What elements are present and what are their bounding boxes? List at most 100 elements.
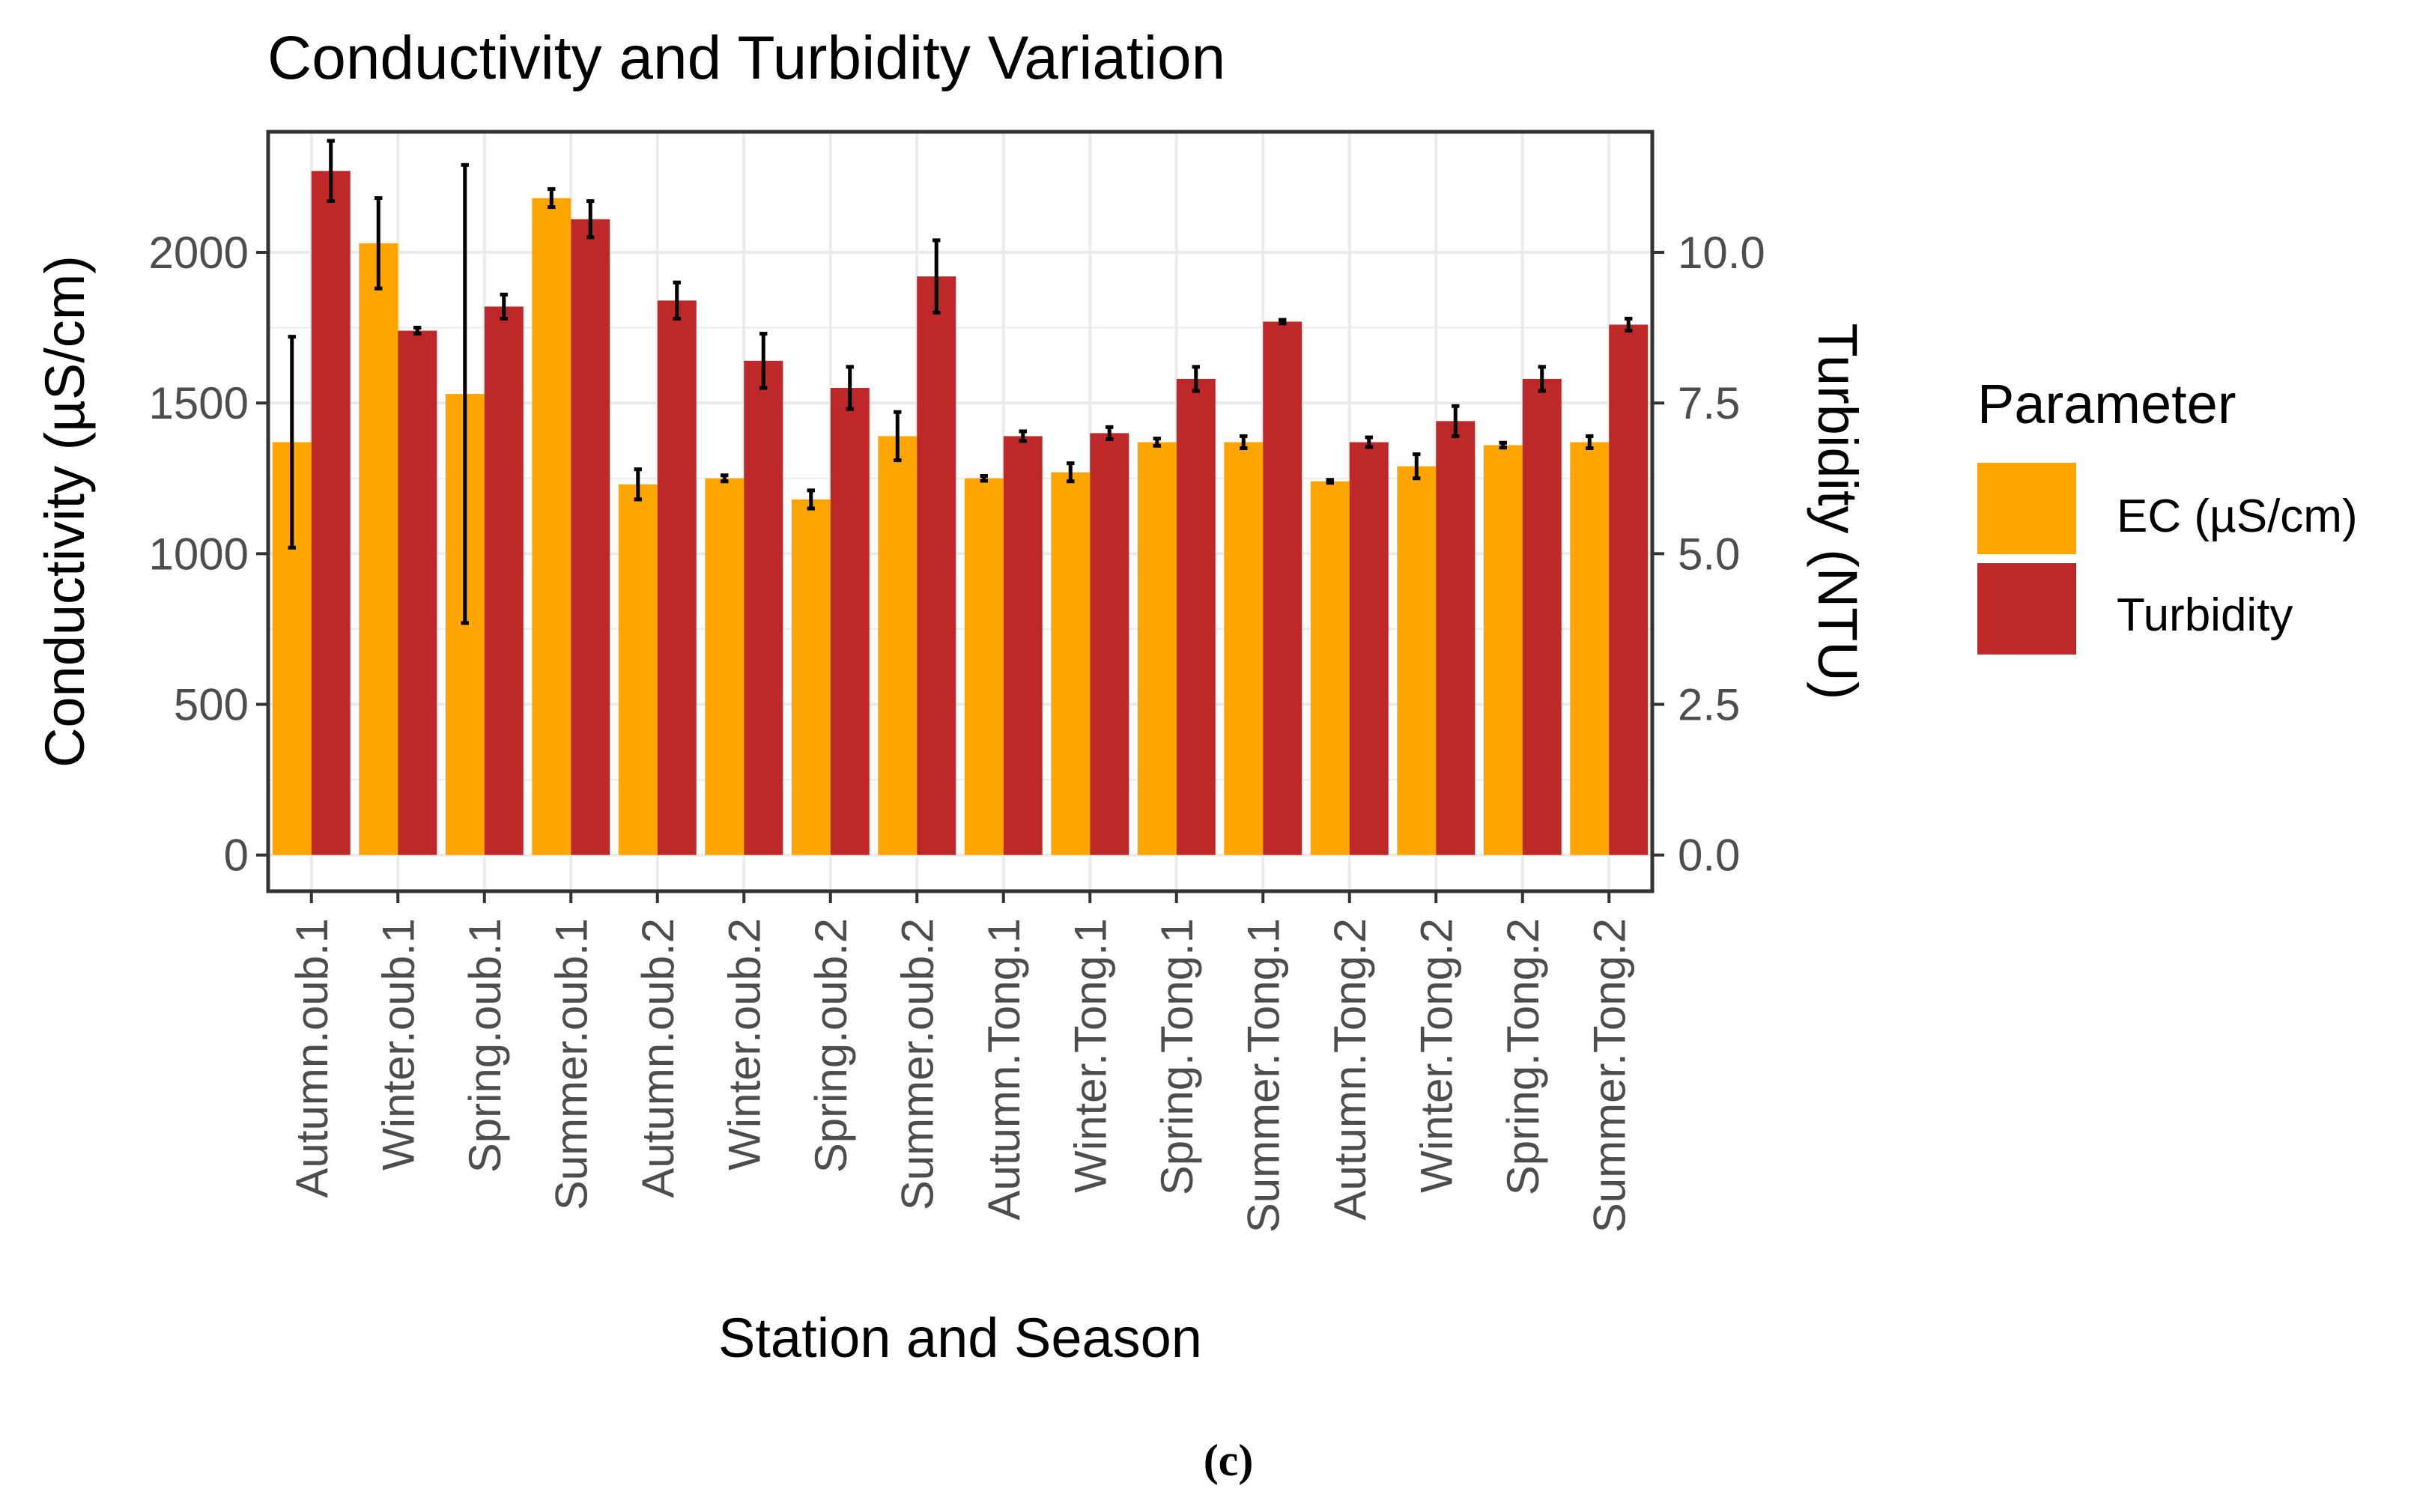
bar-ec: [1051, 472, 1091, 855]
error-bar-ec: [548, 186, 556, 210]
error-bars: [288, 139, 1633, 625]
bar-turbidity: [398, 330, 437, 855]
x-tick-label: Autumn.oub.2: [633, 918, 683, 1198]
bar-turbidity: [1609, 324, 1649, 855]
x-tick-label: Summer.Tong.2: [1584, 918, 1634, 1233]
error-bar-turbidity: [1452, 404, 1460, 438]
x-tick-label: Autumn.Tong.1: [979, 918, 1029, 1221]
error-bar-turbidity: [759, 332, 768, 390]
error-bar-turbidity: [586, 199, 595, 240]
x-tick-label: Winter.Tong.2: [1411, 918, 1461, 1193]
x-tick-label: Summer.oub.1: [546, 918, 596, 1210]
panel-caption: (c): [1204, 1436, 1254, 1485]
right-axis: 0.0 2.5 5.0 7.5 10.0: [1652, 228, 1765, 881]
error-bar-turbidity: [1365, 435, 1373, 449]
bar-ec: [1570, 442, 1610, 855]
plot-border: [266, 130, 1655, 893]
y-tick-label: 0: [224, 831, 249, 881]
error-bar-ec: [980, 474, 988, 483]
error-bar-ec: [894, 410, 902, 463]
legend-swatch-turbidity: [1977, 563, 2076, 655]
chart-title: Conductivity and Turbidity Variation: [267, 24, 1225, 92]
x-tick-label: Summer.Tong.1: [1238, 918, 1288, 1233]
bar-turbidity: [830, 388, 870, 855]
error-bar-turbidity: [1625, 316, 1633, 333]
bar-turbidity: [1263, 321, 1302, 855]
bars: [272, 171, 1649, 855]
error-bar-turbidity: [846, 365, 854, 411]
bar-ec: [705, 478, 744, 855]
error-bar-ec: [1153, 437, 1161, 448]
y2-tick-label: 10.0: [1678, 228, 1765, 278]
error-bar-turbidity: [673, 280, 681, 321]
bar-ec: [964, 478, 1004, 855]
x-tick-label: Winter.oub.1: [373, 918, 423, 1171]
x-axis: Autumn.oub.1 Winter.oub.1 Spring.oub.1 Summ…: [287, 891, 1634, 1233]
y-tick-label: 500: [174, 680, 249, 730]
bar-ec: [791, 499, 831, 855]
x-tick-label: Summer.oub.2: [892, 918, 942, 1210]
error-bar-turbidity: [1192, 365, 1200, 393]
error-bar-ec: [1240, 434, 1248, 450]
x-tick-label: Autumn.Tong.2: [1325, 918, 1375, 1221]
y2-axis-title: Turbidity (NTU): [1807, 324, 1869, 700]
bar-ec: [359, 243, 398, 855]
legend-swatch-ec: [1977, 463, 2076, 554]
error-bar-ec: [1067, 461, 1075, 484]
y-tick-label: 1500: [149, 378, 249, 428]
error-bar-turbidity: [413, 326, 422, 336]
error-bar-turbidity: [1019, 429, 1027, 443]
bar-ec: [1483, 445, 1523, 855]
bar-turbidity: [1003, 436, 1043, 855]
error-bar-ec: [634, 467, 642, 502]
legend-label-turbidity: Turbidity: [2117, 589, 2293, 641]
bar-turbidity: [1349, 442, 1389, 855]
y-tick-label: 1000: [149, 529, 249, 579]
bar-turbidity: [311, 171, 351, 855]
y-axis-title: Conductivity (µS/cm): [34, 255, 96, 768]
x-axis-title: Station and Season: [718, 1307, 1202, 1369]
y2-tick-label: 2.5: [1678, 680, 1740, 730]
error-bar-turbidity: [1106, 425, 1114, 441]
bar-turbidity: [1090, 433, 1129, 855]
x-tick-label: Spring.oub.1: [460, 918, 510, 1173]
error-bar-ec: [807, 488, 815, 511]
bar-turbidity: [484, 306, 524, 855]
error-bar-ec: [1586, 434, 1594, 450]
bar-ec: [878, 436, 918, 855]
bar-ec: [618, 484, 658, 855]
bar-ec: [1310, 481, 1350, 855]
bar-turbidity: [657, 300, 697, 855]
error-bar-ec: [721, 473, 729, 484]
y-tick-label: 2000: [149, 228, 249, 278]
left-axis: 0 500 1000 1500 2000: [149, 228, 268, 881]
bar-turbidity: [1436, 421, 1476, 855]
bar-ec: [1397, 466, 1437, 855]
y2-tick-label: 5.0: [1678, 529, 1740, 579]
bar-ec: [1137, 442, 1177, 855]
error-bar-turbidity: [1279, 318, 1287, 326]
bar-turbidity: [917, 276, 956, 855]
error-bar-ec: [1413, 452, 1421, 481]
bar-turbidity: [1522, 378, 1562, 855]
y2-tick-label: 7.5: [1678, 378, 1740, 428]
y2-tick-label: 0.0: [1678, 831, 1740, 881]
bar-turbidity: [1176, 378, 1216, 855]
bar-turbidity: [744, 360, 783, 855]
error-bar-ec: [1326, 478, 1334, 485]
error-bar-ec: [374, 196, 383, 291]
bar-ec: [1224, 442, 1264, 855]
x-tick-label: Winter.Tong.1: [1065, 918, 1115, 1193]
x-tick-label: Spring.Tong.1: [1152, 918, 1202, 1195]
bar-turbidity: [571, 219, 610, 855]
x-tick-label: Spring.Tong.2: [1498, 918, 1548, 1195]
x-tick-label: Spring.oub.2: [806, 918, 856, 1173]
x-tick-label: Autumn.oub.1: [287, 918, 337, 1198]
legend-label-ec: EC (µS/cm): [2117, 491, 2358, 542]
error-bar-turbidity: [327, 139, 335, 204]
error-bar-turbidity: [932, 238, 941, 315]
legend-title: Parameter: [1977, 373, 2236, 435]
error-bar-ec: [1499, 440, 1507, 450]
plot-panel: [266, 130, 1655, 893]
